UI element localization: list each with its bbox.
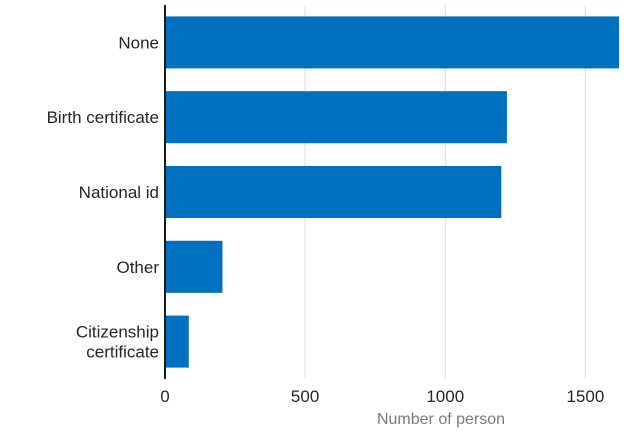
x-tick-label: 1000 xyxy=(426,387,464,406)
category-label: Citizenship xyxy=(76,323,159,342)
x-tick-label: 500 xyxy=(291,387,319,406)
bar-1 xyxy=(165,91,507,144)
category-label: National id xyxy=(79,183,159,202)
x-tick-label: 1500 xyxy=(566,387,604,406)
category-label: Birth certificate xyxy=(47,108,159,127)
x-axis-title: Number of person xyxy=(377,411,505,428)
bar-3 xyxy=(165,240,223,293)
category-label: Other xyxy=(116,258,159,277)
bar-2 xyxy=(165,166,502,218)
bar-0 xyxy=(165,16,619,69)
category-label: certificate xyxy=(86,343,159,362)
labels: 0 500 1000 1500 None Birth certificate Nationa… xyxy=(47,33,605,406)
bar-4 xyxy=(165,315,189,368)
category-label: None xyxy=(118,33,159,52)
x-tick-label: 0 xyxy=(160,387,169,406)
bars xyxy=(165,16,619,368)
